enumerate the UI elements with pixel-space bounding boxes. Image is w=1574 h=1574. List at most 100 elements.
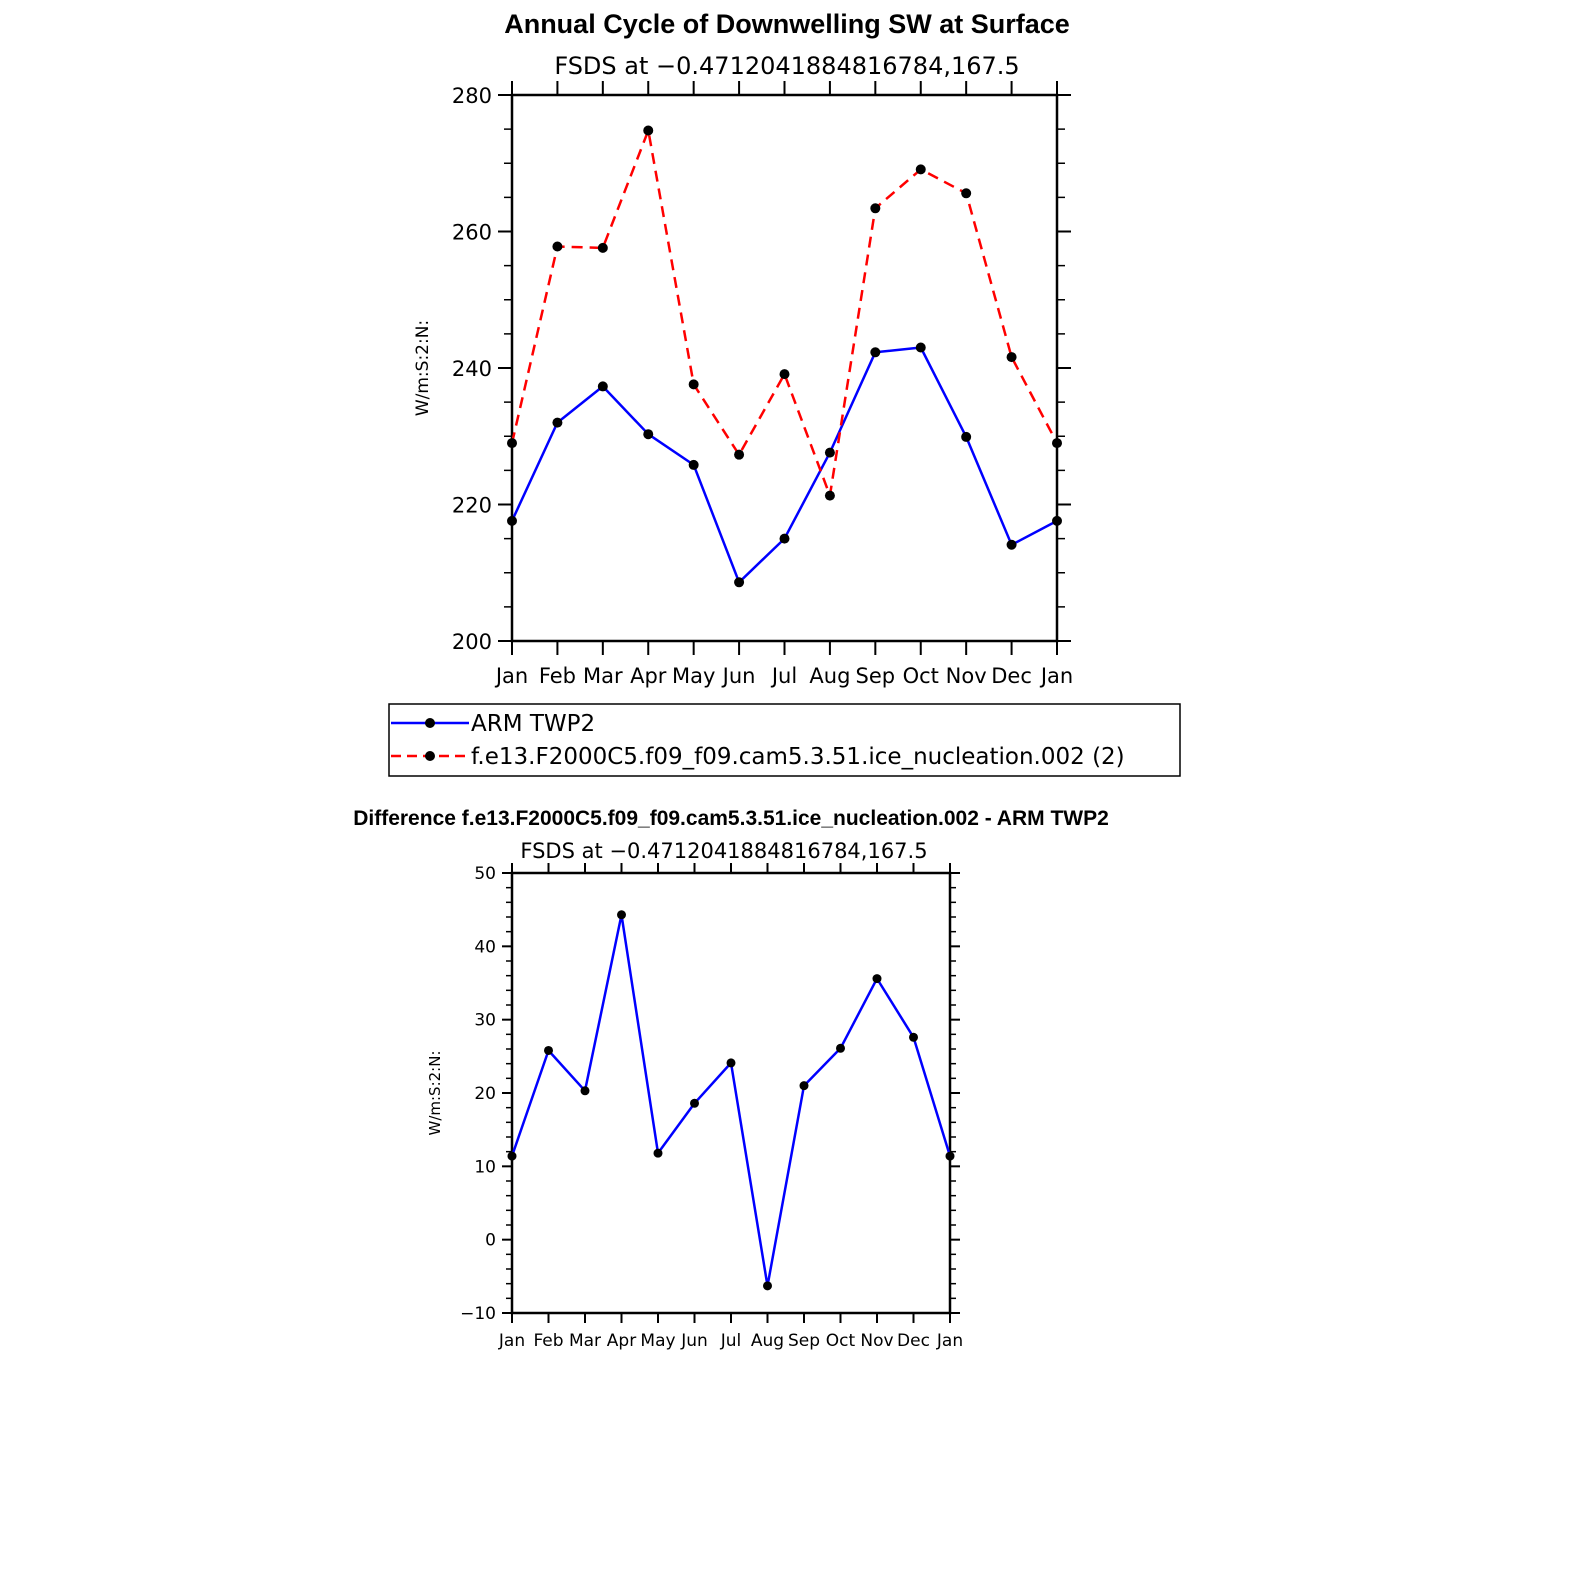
difference-series-layer <box>507 910 955 1291</box>
y-tick-label: 240 <box>452 357 492 381</box>
y-tick-label: 200 <box>452 630 492 654</box>
data-point-1-2 <box>597 242 608 253</box>
x-tick-label: Jul <box>770 664 797 688</box>
y-tick-label: 30 <box>474 1011 496 1031</box>
difference-y-tick-labels: −10 0 10 20 30 40 50 <box>460 864 496 1324</box>
x-tick-label: Jul <box>720 1331 742 1351</box>
series-line-0 <box>510 913 952 1288</box>
data-point-0-2 <box>580 1086 590 1096</box>
legend-item-model: f.e13.F2000C5.f09_f09.cam5.3.51.ice_nucl… <box>391 744 1125 770</box>
y-tick-label: 50 <box>474 864 496 884</box>
series-line-0 <box>510 346 1058 584</box>
x-tick-label: Feb <box>533 1331 563 1351</box>
x-tick-label: Feb <box>539 664 576 688</box>
data-point-1-11 <box>1006 352 1017 363</box>
data-point-0-1 <box>552 417 563 428</box>
data-point-0-11 <box>909 1032 918 1042</box>
axis-ticks <box>498 81 1071 655</box>
data-point-0-3 <box>643 429 654 440</box>
y-tick-label: 220 <box>452 494 492 518</box>
x-tick-label: Jan <box>498 1331 525 1351</box>
data-point-1-8 <box>870 203 881 214</box>
x-tick-label: Jan <box>936 1331 963 1351</box>
difference-axis-ticks <box>502 863 960 1323</box>
x-tick-label: Jun <box>721 664 756 688</box>
data-point-0-1 <box>544 1045 553 1055</box>
y-tick-label: −10 <box>460 1304 496 1324</box>
y-tick-label: 10 <box>474 1157 496 1177</box>
data-point-0-2 <box>597 381 608 392</box>
series-layer <box>507 125 1062 588</box>
legend-marker-model <box>425 751 435 761</box>
legend-marker-arm <box>425 718 435 728</box>
legend-label-model: f.e13.F2000C5.f09_f09.cam5.3.51.ice_nucl… <box>471 744 1125 770</box>
x-tick-label: Aug <box>809 664 850 688</box>
data-point-0-10 <box>872 974 882 984</box>
x-tick-label: Jan <box>1039 664 1073 688</box>
x-tick-label: Nov <box>860 1331 893 1351</box>
data-point-0-6 <box>779 533 790 544</box>
difference-y-axis-label: W/m:S:2:N: <box>426 1051 444 1136</box>
plot-frame <box>510 93 1059 643</box>
difference-chart: Difference f.e13.F2000C5.f09_f09.cam5.3.… <box>353 807 1109 1351</box>
data-point-0-12 <box>1052 515 1062 526</box>
x-tick-label: May <box>672 664 715 688</box>
chart-title: Annual Cycle of Downwelling SW at Surfac… <box>504 9 1070 39</box>
difference-x-tick-labels: Jan Feb Mar Apr May Jun Jul Aug Sep Oct Nov Dec Jan <box>498 1331 963 1351</box>
data-point-1-12 <box>1052 438 1062 449</box>
data-point-0-9 <box>915 342 926 353</box>
data-point-0-8 <box>870 347 881 358</box>
data-point-0-11 <box>1006 539 1017 550</box>
y-tick-label: 260 <box>452 221 492 245</box>
legend-label-arm: ARM TWP2 <box>471 711 595 737</box>
data-point-0-12 <box>945 1151 955 1161</box>
y-tick-labels: 200 220 240 260 280 <box>452 84 492 654</box>
data-point-0-4 <box>653 1148 663 1158</box>
legend: ARM TWP2 f.e13.F2000C5.f09_f09.cam5.3.51… <box>388 703 1181 777</box>
data-point-1-0 <box>507 438 517 449</box>
series-line-1 <box>510 129 1059 497</box>
data-point-1-7 <box>824 490 835 501</box>
x-tick-label: Sep <box>788 1331 820 1351</box>
y-tick-label: 40 <box>474 937 496 957</box>
x-tick-label: Sep <box>856 664 896 688</box>
data-point-1-4 <box>688 379 699 390</box>
data-point-0-5 <box>690 1098 699 1108</box>
data-point-1-6 <box>779 369 790 380</box>
data-point-1-5 <box>734 449 745 460</box>
x-tick-label: May <box>640 1331 675 1351</box>
x-tick-label: Jun <box>680 1331 708 1351</box>
x-tick-label: Dec <box>991 664 1032 688</box>
data-point-0-6 <box>726 1058 736 1068</box>
x-tick-label: Oct <box>826 1331 856 1351</box>
difference-chart-subtitle: FSDS at −0.4712041884816784,167.5 <box>520 839 927 863</box>
data-point-1-10 <box>961 188 972 199</box>
x-tick-label: Dec <box>897 1331 930 1351</box>
x-tick-labels: Jan Feb Mar Apr May Jun Jul Aug Sep Oct Nov Dec Jan <box>494 664 1073 688</box>
data-point-0-7 <box>824 447 835 458</box>
difference-plot-frame <box>510 871 952 1315</box>
data-point-0-10 <box>961 431 972 442</box>
legend-item-arm: ARM TWP2 <box>391 711 595 737</box>
x-tick-label: Mar <box>583 664 623 688</box>
data-point-1-3 <box>643 125 654 136</box>
x-tick-label: Aug <box>751 1331 784 1351</box>
data-point-0-7 <box>763 1281 772 1291</box>
y-axis-label: W/m:S:2:N: <box>413 320 433 416</box>
x-tick-label: Apr <box>607 1331 636 1351</box>
x-tick-label: Mar <box>569 1331 601 1351</box>
data-point-0-8 <box>799 1081 809 1091</box>
x-tick-label: Apr <box>630 664 667 688</box>
data-point-1-1 <box>552 241 563 252</box>
annual-cycle-chart: Annual Cycle of Downwelling SW at Surfac… <box>413 9 1073 688</box>
data-point-0-9 <box>836 1043 845 1053</box>
data-point-0-0 <box>507 515 517 526</box>
y-tick-label: 0 <box>485 1231 496 1251</box>
y-tick-label: 20 <box>474 1084 496 1104</box>
chart-subtitle: FSDS at −0.4712041884816784,167.5 <box>554 52 1019 80</box>
data-point-0-0 <box>507 1151 517 1161</box>
data-point-1-9 <box>915 164 926 175</box>
data-point-0-4 <box>688 459 699 470</box>
legend-box <box>388 703 1181 777</box>
